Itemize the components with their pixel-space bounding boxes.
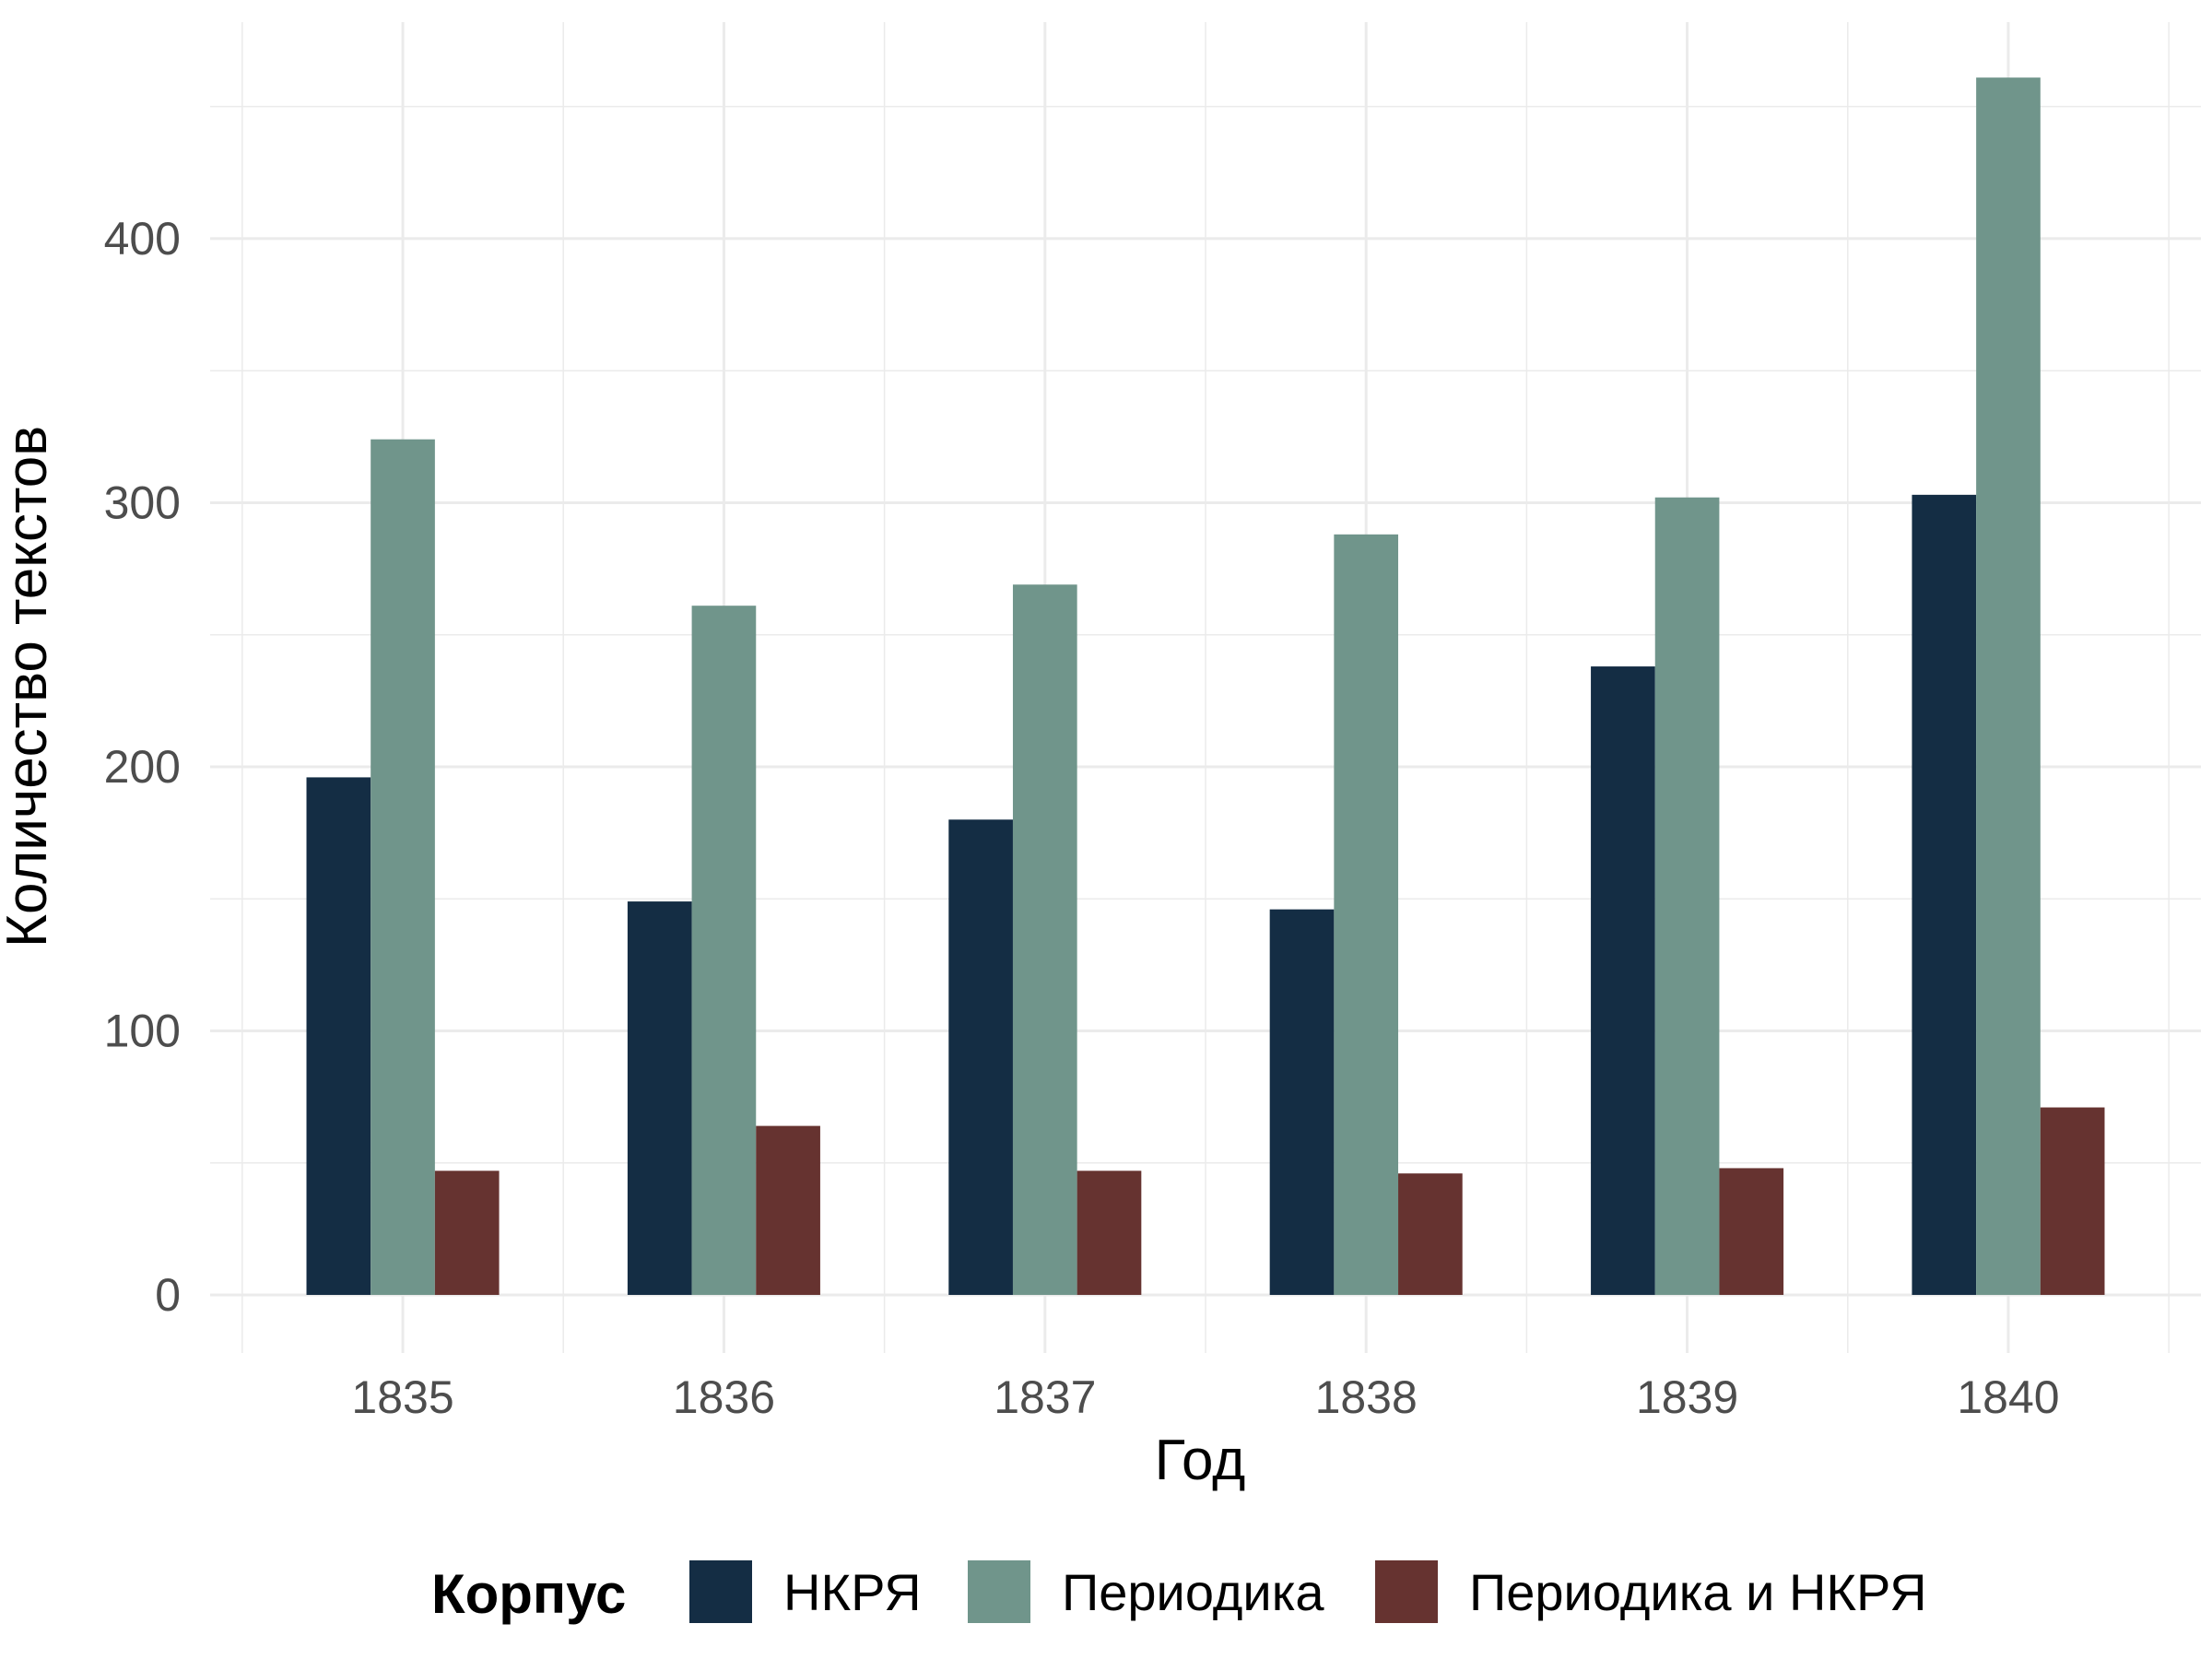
- bar: [1591, 666, 1655, 1295]
- x-tick-label: 1837: [994, 1371, 1096, 1423]
- x-tick-label: 1839: [1636, 1371, 1738, 1423]
- bar: [948, 819, 1013, 1295]
- legend: Корпус НКРЯ Периодика Периодика и НКРЯ: [431, 1560, 1927, 1625]
- y-tick-label: 400: [104, 213, 181, 265]
- grid: [210, 22, 2201, 1353]
- y-tick-label: 0: [155, 1269, 181, 1321]
- x-tick-label: 1836: [673, 1371, 775, 1423]
- y-axis-title: Количество текстов: [0, 426, 59, 947]
- legend-label: Периодика и НКРЯ: [1469, 1563, 1927, 1621]
- x-axis-ticks: 1835 1836 1837 1838 1839 1840: [351, 1371, 2059, 1423]
- legend-key: [968, 1560, 1030, 1623]
- x-axis-title: Год: [1155, 1429, 1246, 1492]
- y-tick-label: 100: [104, 1005, 181, 1056]
- bar: [306, 777, 371, 1295]
- bar: [1719, 1168, 1784, 1295]
- y-tick-label: 300: [104, 477, 181, 528]
- x-tick-label: 1835: [351, 1371, 453, 1423]
- x-tick-label: 1838: [1315, 1371, 1418, 1423]
- legend-items: НКРЯ Периодика Периодика и НКРЯ: [689, 1560, 1927, 1623]
- bar: [2040, 1107, 2105, 1295]
- bar: [1269, 909, 1335, 1295]
- legend-label: НКРЯ: [783, 1563, 922, 1621]
- legend-key: [689, 1560, 752, 1623]
- bar: [691, 606, 757, 1295]
- bar: [1912, 494, 1977, 1295]
- bar: [1976, 77, 2041, 1295]
- y-tick-label: 200: [104, 741, 181, 793]
- bar: [1398, 1173, 1463, 1295]
- bar: [1077, 1171, 1142, 1295]
- legend-title: Корпус: [431, 1563, 626, 1625]
- bar: [1654, 497, 1720, 1295]
- bar: [1012, 584, 1077, 1295]
- bar: [756, 1125, 820, 1295]
- legend-label: Периодика: [1062, 1563, 1324, 1621]
- bar: [627, 901, 692, 1295]
- x-tick-label: 1840: [1957, 1371, 2059, 1423]
- y-axis-ticks: 0 100 200 300 400: [104, 213, 181, 1321]
- bar: [371, 439, 435, 1295]
- bars: [306, 77, 2105, 1295]
- bar: [1334, 534, 1399, 1295]
- legend-key: [1375, 1560, 1438, 1623]
- bar: [434, 1171, 500, 1295]
